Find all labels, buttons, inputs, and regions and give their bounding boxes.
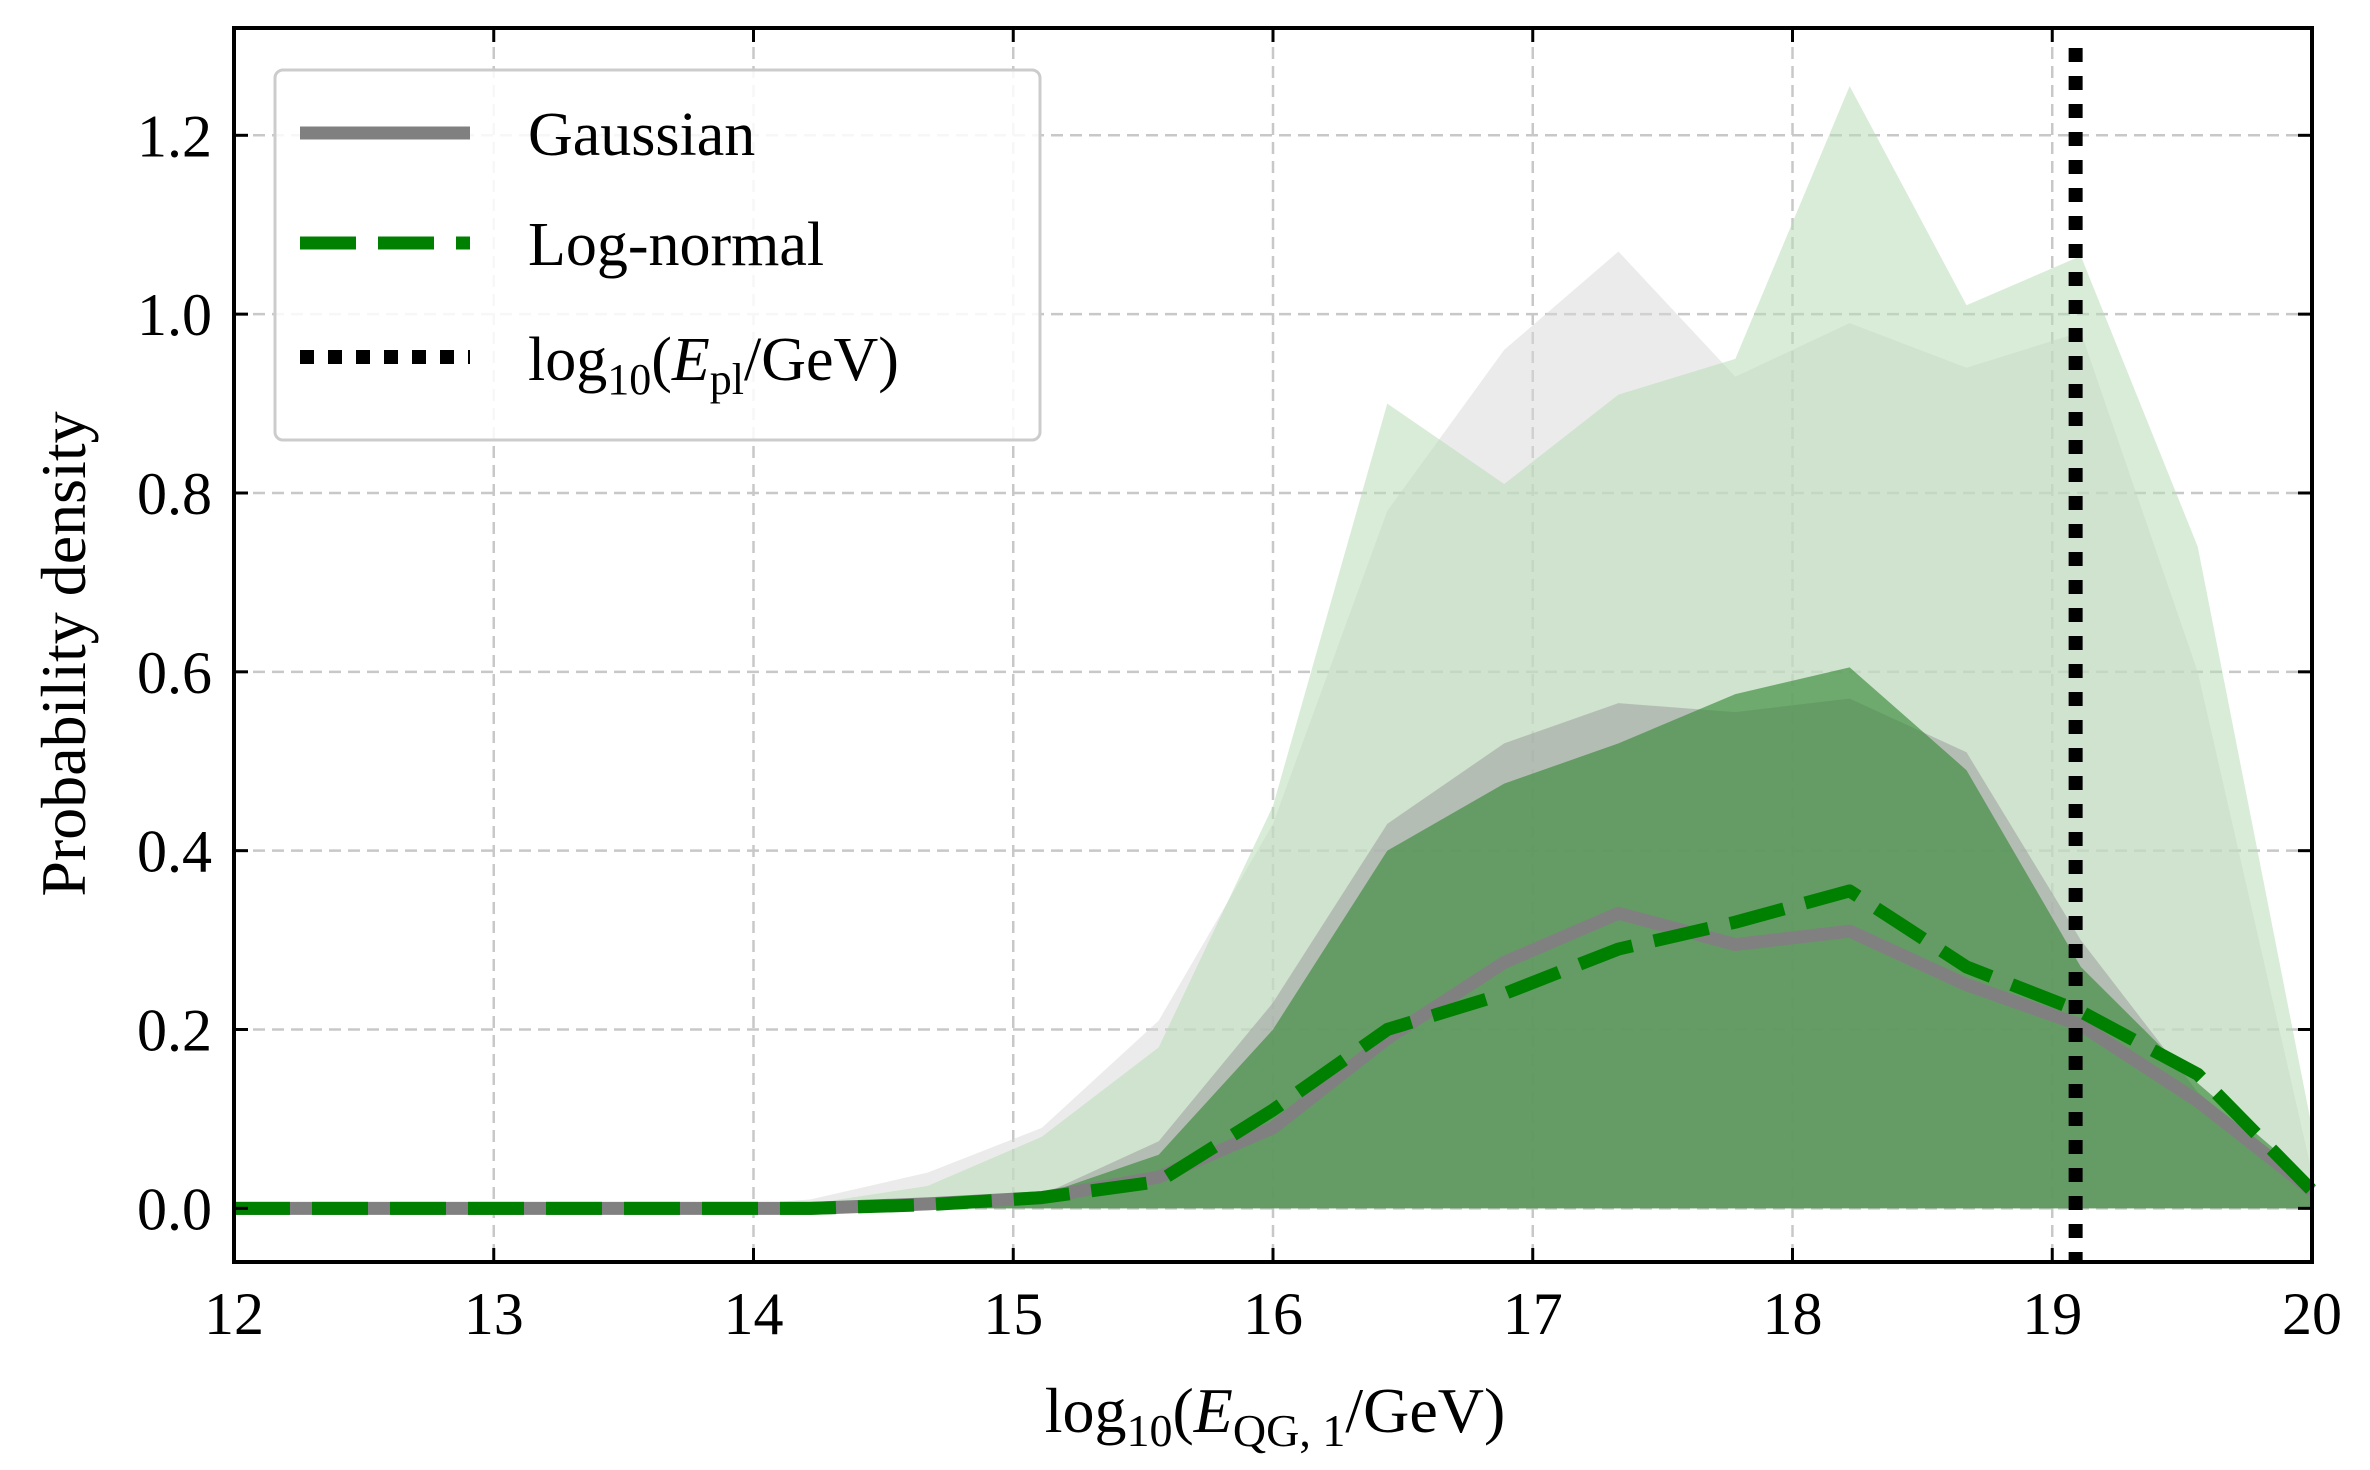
legend-label-planck: log10(Epl/GeV) [528,326,899,404]
x-label-var: E [1193,1375,1233,1446]
y-tick-label-2: 0.4 [137,819,212,885]
x-label-sub: 10 [1126,1405,1172,1456]
legend-box [273,68,1042,442]
x-tick-label-8: 20 [2282,1281,2342,1347]
legend-label-gaussian: Gaussian [528,101,755,169]
x-label-suffix: /GeV) [1345,1375,1505,1446]
y-tick-label-5: 1.0 [137,282,212,348]
legend-label-lognormal: Log-normal [528,211,824,279]
legend-planck-varsub: pl [710,355,744,404]
y-tick-label-4: 0.8 [137,461,212,527]
y-tick-label-6: 1.2 [137,103,212,169]
band-inner-lognormal [234,667,2312,1209]
y-axis-label: Probability density [28,411,99,896]
series-lines [234,48,2317,1262]
legend-planck-sub: 10 [607,355,651,404]
x-tick-label-3: 15 [983,1281,1043,1347]
x-label-mid: ( [1172,1375,1193,1446]
x-tick-label-7: 19 [2022,1281,2082,1347]
x-tick-label-2: 14 [724,1281,784,1347]
x-tick-label-5: 17 [1503,1281,1563,1347]
y-tick-label-1: 0.2 [137,998,212,1064]
y-tick-label-0: 0.0 [137,1176,212,1242]
y-tick-label-3: 0.6 [137,640,212,706]
x-axis-label: log10(EQG, 1/GeV) [1045,1375,1506,1456]
legend: Gaussian Log-normal log10(Epl/GeV) [273,68,1042,442]
x-label-prefix: log [1045,1375,1127,1446]
confidence-bands [234,86,2312,1209]
legend-planck-suffix: /GeV) [744,326,899,394]
x-label-varsub: QG, 1 [1233,1405,1345,1456]
legend-planck-prefix: log [528,326,607,394]
legend-planck-var: E [671,326,710,394]
line-lognormal [234,884,2317,1215]
x-tick-label-6: 18 [1763,1281,1823,1347]
x-tick-label-1: 13 [464,1281,524,1347]
x-tick-label-4: 16 [1243,1281,1303,1347]
x-tick-label-0: 12 [204,1281,264,1347]
legend-planck-mid: ( [651,326,672,394]
axis-ticks: 12 13 14 15 16 17 18 19 20 0.0 0.2 0.4 0.6 0.8 1.0 1.2 [137,28,2342,1347]
